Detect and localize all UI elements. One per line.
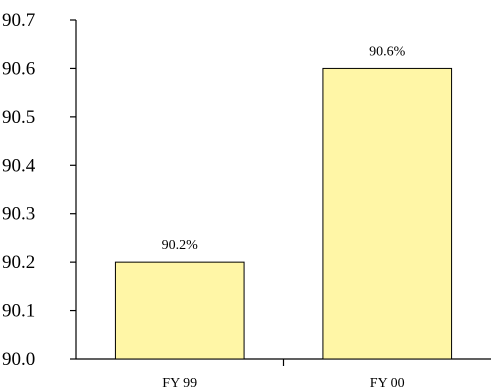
bar xyxy=(322,67,453,360)
data-label: 90.2% xyxy=(162,238,199,253)
y-axis: 90.0 90.1 90.2 90.3 90.4 90.5 90.6 90.7 xyxy=(2,10,77,370)
y-tick-label: 90.4 xyxy=(2,155,36,176)
x-tick-label: FY 99 xyxy=(162,376,197,390)
y-tick-label: 90.7 xyxy=(2,10,35,31)
data-labels: 90.2% 90.6% xyxy=(162,44,406,253)
y-tick-label: 90.3 xyxy=(2,204,35,225)
x-axis: FY 99 FY 00 xyxy=(76,358,491,390)
bars xyxy=(114,67,453,360)
x-tick-label: FY 00 xyxy=(370,376,405,390)
y-tick-label: 90.6 xyxy=(2,58,35,79)
y-tick-label: 90.2 xyxy=(2,252,35,273)
bar xyxy=(114,261,245,360)
y-tick-label: 90.5 xyxy=(2,107,35,128)
y-tick-label: 90.1 xyxy=(2,301,35,322)
data-label: 90.6% xyxy=(369,44,406,59)
y-tick-label: 90.0 xyxy=(2,349,35,370)
